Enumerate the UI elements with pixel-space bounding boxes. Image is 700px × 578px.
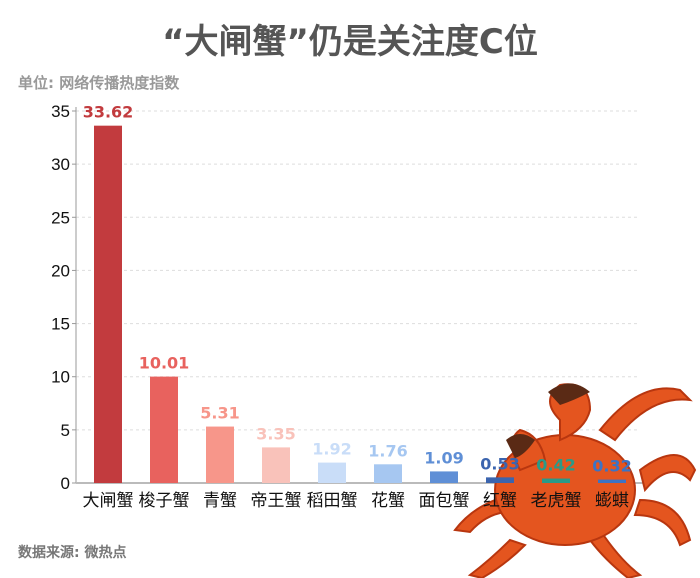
chart-title: “大闸蟹”仍是关注度C位 (162, 22, 538, 62)
bar (374, 464, 402, 483)
bar (206, 426, 234, 483)
y-tick-label: 25 (51, 208, 70, 227)
x-tick-label: 帝王蟹 (251, 491, 302, 511)
data-label: 1.09 (424, 448, 463, 467)
bar (94, 125, 122, 484)
data-label: 10.01 (139, 354, 190, 373)
x-tick-label: 大闸蟹 (83, 491, 134, 511)
y-tick-label: 15 (51, 315, 70, 334)
y-tick-label: 0 (61, 474, 70, 493)
x-tick-label: 青蟹 (203, 491, 237, 511)
data-label: 3.35 (256, 424, 295, 443)
y-tick-label: 10 (51, 368, 70, 387)
bar (486, 477, 514, 483)
unit-label: 单位: 网络传播热度指数 (18, 74, 180, 92)
data-label: 1.92 (312, 440, 351, 459)
x-tick-label: 花蟹 (371, 491, 405, 511)
crab-image (453, 383, 697, 578)
bar (430, 471, 458, 483)
source-label: 数据来源: 微热点 (18, 545, 127, 561)
data-label: 0.32 (592, 457, 631, 476)
bar (598, 479, 626, 483)
y-tick-label: 5 (61, 421, 70, 440)
data-label: 0.42 (536, 456, 575, 475)
x-tick-label: 梭子蟹 (139, 491, 190, 511)
x-tick-label: 老虎蟹 (531, 491, 582, 511)
y-tick-label: 20 (51, 261, 70, 280)
x-tick-label: 稻田蟹 (307, 491, 358, 511)
data-label: 0.53 (480, 454, 519, 473)
data-label: 33.62 (83, 103, 134, 122)
data-label: 5.31 (200, 404, 239, 423)
bar (262, 447, 290, 483)
bar (150, 376, 178, 483)
data-label: 1.76 (368, 441, 407, 460)
bar (318, 462, 346, 483)
x-tick-label: 红蟹 (483, 491, 517, 511)
x-tick-label: 面包蟹 (419, 491, 470, 511)
x-tick-label: 蟛蜞 (595, 491, 629, 511)
y-tick-label: 35 (51, 102, 70, 121)
y-tick-label: 30 (51, 155, 70, 174)
bar (542, 478, 570, 483)
